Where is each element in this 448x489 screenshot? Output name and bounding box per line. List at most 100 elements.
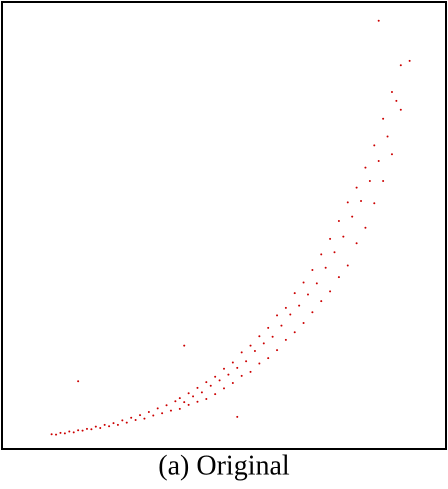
point bbox=[337, 220, 340, 223]
point bbox=[125, 421, 128, 424]
point bbox=[390, 91, 393, 93]
point bbox=[223, 367, 225, 370]
point bbox=[63, 432, 66, 435]
point bbox=[289, 313, 292, 316]
point bbox=[302, 281, 305, 284]
point bbox=[85, 427, 88, 430]
point bbox=[77, 429, 80, 432]
point bbox=[284, 338, 287, 341]
point bbox=[346, 201, 349, 204]
point bbox=[214, 393, 217, 396]
point bbox=[329, 290, 332, 293]
point bbox=[395, 99, 398, 102]
point bbox=[103, 423, 106, 426]
point bbox=[196, 400, 199, 403]
point bbox=[72, 431, 75, 434]
point bbox=[386, 135, 389, 138]
point bbox=[276, 349, 279, 352]
point bbox=[315, 282, 318, 285]
point bbox=[169, 409, 172, 412]
point bbox=[183, 401, 186, 404]
point bbox=[333, 251, 336, 254]
point bbox=[143, 417, 146, 420]
point bbox=[306, 293, 309, 296]
point bbox=[284, 306, 287, 309]
point bbox=[382, 117, 385, 120]
point bbox=[298, 304, 301, 307]
point bbox=[390, 153, 393, 156]
point bbox=[360, 200, 363, 203]
point bbox=[329, 237, 332, 240]
point bbox=[293, 292, 296, 295]
point bbox=[382, 180, 385, 182]
point bbox=[320, 300, 323, 303]
point bbox=[231, 382, 234, 385]
point bbox=[236, 415, 239, 418]
point bbox=[240, 374, 243, 377]
point bbox=[139, 414, 142, 417]
point bbox=[236, 366, 239, 369]
point bbox=[267, 357, 270, 360]
point bbox=[200, 391, 203, 394]
point bbox=[368, 180, 371, 182]
point bbox=[223, 387, 225, 390]
point bbox=[174, 400, 177, 403]
point bbox=[209, 384, 212, 387]
point bbox=[231, 361, 234, 364]
point bbox=[276, 314, 279, 317]
point bbox=[293, 331, 296, 334]
point bbox=[373, 144, 376, 147]
point bbox=[227, 373, 230, 376]
point bbox=[187, 392, 190, 395]
point bbox=[90, 428, 93, 431]
point bbox=[178, 397, 181, 400]
point bbox=[192, 395, 195, 398]
point bbox=[218, 379, 221, 382]
point bbox=[245, 360, 248, 363]
point bbox=[271, 335, 274, 338]
point bbox=[161, 412, 164, 415]
point bbox=[59, 431, 62, 434]
point bbox=[147, 410, 150, 413]
point bbox=[94, 425, 97, 428]
point bbox=[99, 426, 102, 429]
point bbox=[68, 430, 71, 433]
point bbox=[249, 370, 252, 373]
point bbox=[116, 423, 119, 426]
point bbox=[267, 326, 270, 329]
point bbox=[373, 202, 376, 205]
point bbox=[178, 407, 181, 410]
point bbox=[377, 159, 380, 162]
point bbox=[134, 418, 137, 421]
point bbox=[108, 425, 111, 428]
caption: (a) Original bbox=[158, 450, 290, 481]
point bbox=[364, 166, 367, 169]
point bbox=[311, 269, 314, 271]
point bbox=[324, 266, 327, 269]
point bbox=[152, 414, 155, 417]
point bbox=[81, 429, 84, 432]
point bbox=[165, 404, 168, 407]
point bbox=[55, 433, 58, 436]
point bbox=[351, 215, 354, 218]
point bbox=[346, 264, 349, 267]
point bbox=[399, 64, 402, 67]
point bbox=[408, 59, 411, 62]
point bbox=[50, 433, 53, 436]
point bbox=[262, 342, 265, 345]
point bbox=[399, 108, 402, 111]
plot-frame bbox=[1, 1, 447, 450]
point bbox=[320, 253, 323, 256]
point bbox=[249, 344, 252, 347]
point bbox=[214, 375, 217, 378]
point bbox=[253, 349, 256, 352]
point bbox=[258, 335, 261, 338]
point bbox=[342, 235, 345, 238]
point bbox=[205, 381, 208, 384]
point bbox=[183, 344, 186, 347]
point bbox=[355, 242, 358, 245]
point bbox=[240, 351, 243, 354]
point bbox=[205, 398, 208, 401]
point bbox=[156, 407, 159, 410]
